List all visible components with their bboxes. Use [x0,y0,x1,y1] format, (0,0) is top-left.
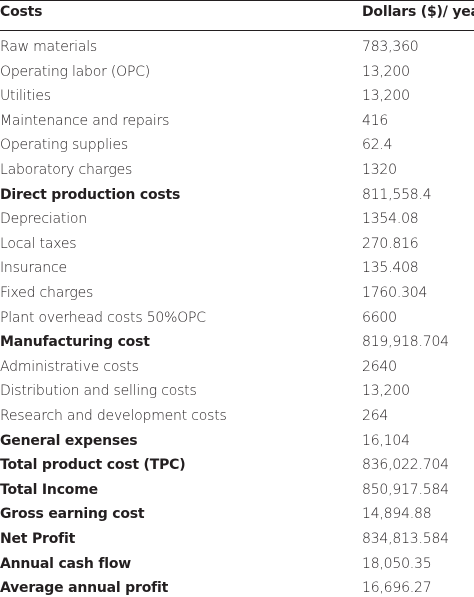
cost-label: Fixed charges [0,285,94,301]
cost-label: Plant overhead costs 50%OPC [0,309,206,326]
cost-value: 135.408 [362,260,419,277]
cost-value: 783,360 [362,39,419,55]
cost-value: 13,200 [362,88,410,105]
cost-label: General expenses [0,432,138,449]
cost-value: 16,104 [362,432,410,449]
cost-value: 264 [362,408,389,424]
cost-value: 1320 [362,162,397,178]
cost-label: Maintenance and repairs [0,112,170,129]
cost-value: 1760.304 [362,285,428,301]
cost-value: 14,894.88 [362,506,432,523]
cost-value: 1354.08 [362,211,419,228]
cost-label: Local taxes [0,235,77,252]
cost-label: Average annual profit [0,580,169,597]
cost-label: Net Profit [0,531,76,547]
cost-value: 6600 [362,309,397,326]
cost-label: Gross earning cost [0,506,145,523]
cost-value: 834,813.584 [362,531,449,547]
cost-label: Administrative costs [0,358,139,375]
cost-label: Raw materials [0,39,98,55]
cost-label: Laboratory charges [0,162,133,178]
cost-value: 836,022.704 [362,457,449,474]
cost-label: Total Income [0,481,98,498]
cost-value: 416 [362,112,389,129]
cost-label: Depreciation [0,211,87,228]
cost-label: Research and development costs [0,408,227,424]
cost-value: 819,918.704 [362,334,449,351]
header-cell: Dollars ($)/ year [362,4,474,20]
cost-value: 811,558.4 [362,186,432,203]
cost-value: 13,200 [362,383,410,400]
cost-value: 270.816 [362,235,419,252]
cost-label: Direct production costs [0,186,181,203]
cost-label: Operating labor (OPC) [0,63,151,80]
header-rule [0,30,474,31]
cost-label: Annual cash flow [0,555,132,572]
cost-label: Utilities [0,88,51,105]
header-cell: Costs [0,4,43,20]
cost-label: Manufacturing cost [0,334,150,351]
cost-value: 13,200 [362,63,410,80]
cost-value: 2640 [362,358,397,375]
cost-label: Insurance [0,260,67,277]
cost-value: 850,917.584 [362,481,449,498]
cost-value: 16,696.27 [362,580,432,597]
cost-value: 62.4 [362,137,393,154]
cost-value: 18,050.35 [362,555,432,572]
cost-label: Distribution and selling costs [0,383,197,400]
cost-label: Total product cost (TPC) [0,457,186,474]
top-rule [0,0,474,1]
cost-label: Operating supplies [0,137,128,154]
